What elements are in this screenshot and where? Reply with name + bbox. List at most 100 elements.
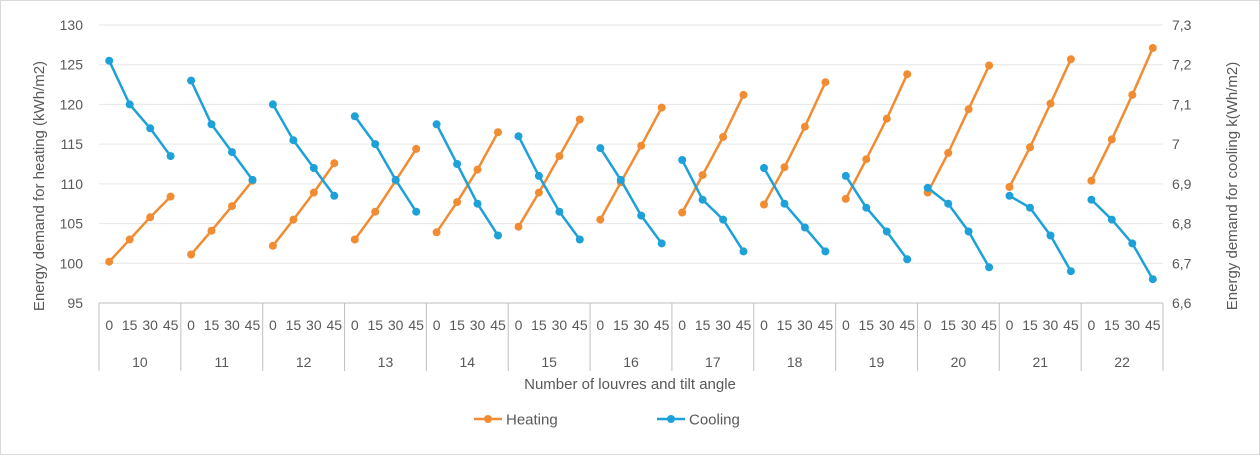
cooling-data-point bbox=[903, 255, 912, 264]
heating-data-point bbox=[494, 128, 502, 137]
x-angle-tick-label: 15 bbox=[859, 317, 875, 333]
x-angle-tick-label: 30 bbox=[388, 317, 404, 333]
x-angle-tick-label: 30 bbox=[1043, 317, 1059, 333]
x-group-tick-label: 12 bbox=[296, 354, 312, 370]
heating-data-point bbox=[1026, 143, 1034, 152]
cooling-data-point bbox=[146, 124, 155, 133]
x-angle-tick-label: 15 bbox=[286, 317, 302, 333]
legend-heating-label: Heating bbox=[506, 412, 558, 429]
heating-series-line bbox=[926, 64, 991, 194]
x-angle-tick-label: 45 bbox=[818, 317, 834, 333]
legend-heating-marker bbox=[484, 415, 492, 423]
cooling-data-point bbox=[412, 207, 421, 216]
heating-data-point bbox=[596, 215, 605, 224]
y-left-tick-label: 130 bbox=[60, 17, 84, 33]
heating-data-point bbox=[862, 155, 871, 164]
cooling-data-point bbox=[1046, 231, 1055, 240]
x-angle-tick-label: 45 bbox=[163, 317, 179, 333]
heating-data-point bbox=[800, 122, 809, 131]
heating-data-point bbox=[678, 208, 687, 217]
x-group-tick-label: 19 bbox=[869, 354, 885, 370]
x-angle-tick-label: 45 bbox=[572, 317, 588, 333]
heating-data-point bbox=[371, 207, 380, 216]
cooling-data-point bbox=[309, 164, 318, 172]
heating-data-point bbox=[1128, 90, 1137, 99]
cooling-series-line bbox=[435, 123, 500, 237]
x-angle-tick-label: 45 bbox=[1145, 317, 1161, 333]
cooling-data-point bbox=[105, 56, 114, 65]
heating-data-point bbox=[841, 194, 850, 203]
cooling-data-point bbox=[207, 120, 216, 129]
heating-data-point bbox=[289, 215, 298, 224]
y-left-tick-label: 110 bbox=[61, 176, 84, 192]
heating-series-line bbox=[190, 179, 254, 256]
cooling-data-point bbox=[882, 227, 891, 236]
cooling-data-point bbox=[268, 100, 277, 109]
heating-data-point bbox=[882, 114, 891, 123]
heating-data-point bbox=[514, 222, 523, 231]
x-angle-tick-label: 0 bbox=[596, 317, 604, 333]
y-left-tick-label: 105 bbox=[60, 216, 84, 232]
x-angle-tick-label: 15 bbox=[1104, 317, 1120, 333]
heating-data-point bbox=[575, 115, 584, 124]
y-axis-right-label: Energy demand for cooling k(Wh/m2) bbox=[1224, 62, 1241, 310]
cooling-data-point bbox=[514, 132, 523, 141]
cooling-data-point bbox=[371, 140, 380, 149]
cooling-data-point bbox=[248, 175, 257, 184]
heating-data-point bbox=[1148, 44, 1157, 52]
cooling-data-point bbox=[494, 231, 502, 240]
y-right-tick-label: 6,6 bbox=[1172, 295, 1192, 311]
cooling-data-point bbox=[1066, 267, 1075, 276]
axes: 951001051101151201251306,66,76,86,977,17… bbox=[60, 17, 1192, 371]
cooling-data-point bbox=[453, 160, 462, 168]
y-right-tick-label: 7 bbox=[1172, 136, 1180, 152]
heating-data-point bbox=[1005, 183, 1014, 191]
y-right-tick-label: 6,9 bbox=[1172, 176, 1192, 192]
x-angle-tick-label: 15 bbox=[940, 317, 956, 333]
x-angle-tick-label: 0 bbox=[187, 317, 195, 333]
heating-data-point bbox=[268, 241, 277, 250]
cooling-data-point bbox=[637, 211, 646, 220]
cooling-series-line bbox=[681, 159, 745, 253]
heating-data-point bbox=[780, 163, 789, 172]
cooling-data-point bbox=[187, 76, 196, 85]
heating-data-point bbox=[719, 133, 728, 141]
cooling-series-line bbox=[189, 80, 254, 181]
x-group-tick-label: 11 bbox=[214, 354, 229, 370]
heating-data-point bbox=[330, 159, 339, 168]
cooling-data-point bbox=[923, 183, 932, 192]
cooling-data-point bbox=[780, 199, 789, 208]
heating-data-point bbox=[1087, 176, 1096, 185]
x-angle-tick-label: 30 bbox=[306, 317, 322, 333]
x-angle-tick-label: 45 bbox=[654, 317, 670, 333]
heating-data-point bbox=[125, 235, 134, 244]
x-angle-tick-label: 30 bbox=[224, 317, 240, 333]
x-group-tick-label: 14 bbox=[460, 354, 476, 370]
x-angle-tick-label: 45 bbox=[899, 317, 915, 333]
x-angle-tick-label: 45 bbox=[327, 317, 343, 333]
plot-series bbox=[105, 44, 1157, 284]
x-group-tick-label: 17 bbox=[705, 354, 721, 370]
x-angle-tick-label: 30 bbox=[142, 317, 158, 333]
cooling-data-point bbox=[350, 112, 359, 121]
y-left-tick-label: 95 bbox=[67, 295, 83, 311]
cooling-data-point bbox=[432, 120, 441, 129]
cooling-data-point bbox=[821, 247, 830, 256]
x-angle-tick-label: 15 bbox=[122, 317, 138, 333]
heating-data-point bbox=[432, 228, 441, 237]
cooling-data-point bbox=[678, 156, 687, 164]
heating-series-line bbox=[599, 107, 663, 221]
cooling-series-line bbox=[844, 175, 909, 261]
heating-series-line bbox=[353, 148, 418, 241]
x-angle-tick-label: 30 bbox=[470, 317, 486, 333]
y-left-tick-label: 100 bbox=[60, 255, 84, 271]
heating-data-point bbox=[903, 70, 912, 79]
x-angle-tick-label: 30 bbox=[715, 317, 731, 333]
legend-item-heating: Heating bbox=[474, 412, 558, 429]
x-angle-tick-label: 15 bbox=[695, 317, 711, 333]
cooling-series-line bbox=[353, 115, 418, 213]
cooling-series-line bbox=[108, 60, 172, 157]
x-angle-tick-label: 30 bbox=[552, 317, 568, 333]
heating-data-point bbox=[637, 141, 646, 150]
heating-data-point bbox=[309, 188, 318, 197]
